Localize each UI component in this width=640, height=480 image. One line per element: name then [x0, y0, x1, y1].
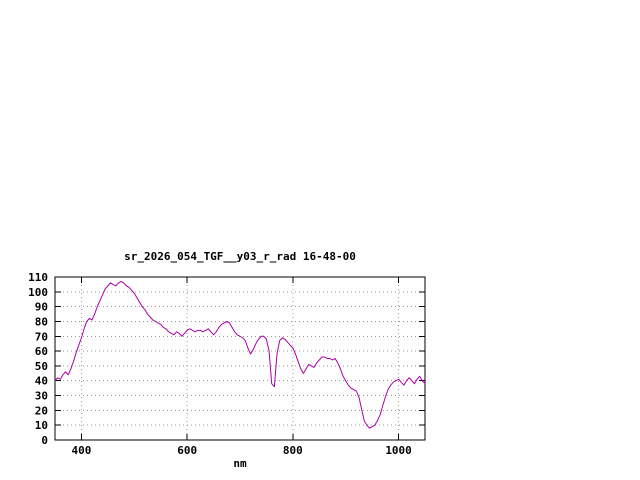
y-tick-label: 50 [35, 360, 48, 373]
x-tick-label: 600 [177, 444, 197, 457]
y-tick-label: 80 [35, 315, 48, 328]
y-tick-label: 60 [35, 345, 48, 358]
y-tick-label: 30 [35, 390, 48, 403]
x-axis-label: nm [233, 457, 247, 470]
y-tick-label: 40 [35, 375, 48, 388]
y-tick-label: 70 [35, 330, 48, 343]
y-tick-label: 0 [41, 434, 48, 447]
y-tick-label: 110 [28, 271, 48, 284]
x-tick-label: 1000 [385, 444, 412, 457]
y-tick-label: 100 [28, 286, 48, 299]
x-tick-label: 400 [71, 444, 91, 457]
spectrum-line [54, 280, 426, 429]
x-tick-label: 800 [283, 444, 303, 457]
y-tick-label: 20 [35, 404, 48, 417]
y-tick-label: 10 [35, 419, 48, 432]
y-tick-label: 90 [35, 301, 48, 314]
plot-border [54, 276, 426, 441]
chart-title: sr_2026_054_TGF__y03_r_rad 16-48-00 [124, 250, 356, 263]
